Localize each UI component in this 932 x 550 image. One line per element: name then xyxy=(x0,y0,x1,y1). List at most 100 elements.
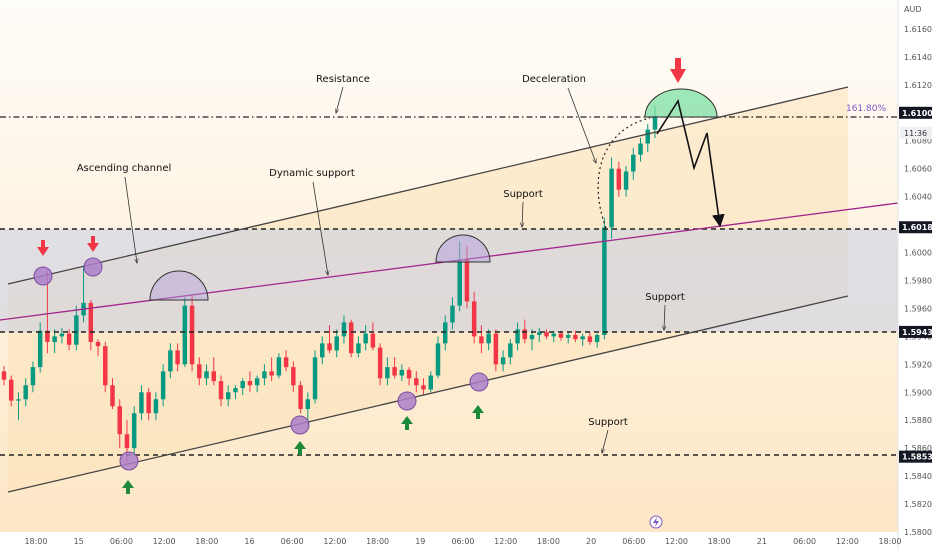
candle-body xyxy=(146,392,151,414)
candle-body xyxy=(602,227,607,335)
annotation-support-1: Support xyxy=(503,189,543,200)
candle-body xyxy=(500,357,506,365)
annotation-ascending-channel: Ascending channel xyxy=(77,163,172,174)
candle-body xyxy=(153,399,159,414)
touch-circle-5 xyxy=(397,391,417,411)
arc-2 xyxy=(435,234,491,263)
candle-body xyxy=(52,336,57,342)
y-tick-label: 1.59600 xyxy=(904,304,932,313)
candle-body xyxy=(565,334,571,338)
currency-label: AUD xyxy=(904,5,922,14)
y-tick-label: 1.58000 xyxy=(904,528,932,537)
annotation-support-3: Support xyxy=(588,417,628,428)
green-up-arrow-icon xyxy=(122,480,134,494)
time-badge: 11:36 xyxy=(904,129,927,138)
candle-body xyxy=(587,336,593,342)
candle-body xyxy=(609,168,614,228)
candle-body xyxy=(356,343,361,354)
candle-body xyxy=(522,329,528,340)
x-tick-label: 20 xyxy=(586,537,596,546)
y-tick-label: 1.60800 xyxy=(904,137,932,146)
y-tick-label: 1.58200 xyxy=(904,500,932,509)
candle-body xyxy=(16,399,21,401)
red-down-arrow-icon xyxy=(87,236,99,252)
price-level-badge xyxy=(899,450,932,463)
candles-group xyxy=(1,105,658,463)
candle-body xyxy=(8,379,14,401)
candle-body xyxy=(312,357,318,400)
arc-1 xyxy=(149,270,209,301)
touch-circle-4 xyxy=(290,415,310,435)
y-tick-label: 1.61400 xyxy=(904,53,932,62)
candle-body xyxy=(471,301,477,337)
x-tick-label: 18:00 xyxy=(708,537,731,546)
lightning-icon[interactable] xyxy=(649,515,663,529)
touch-circle-6 xyxy=(469,372,489,392)
touch-circle-1 xyxy=(33,266,53,286)
bottom-axis-background xyxy=(0,532,898,550)
candle-body xyxy=(558,333,564,338)
candle-body xyxy=(594,334,600,342)
x-tick-label: 19 xyxy=(415,537,425,546)
candle-body xyxy=(110,385,115,407)
candle-body xyxy=(240,381,245,389)
x-tick-label: 06:00 xyxy=(281,537,304,546)
candle-body xyxy=(544,332,549,337)
y-tick-label: 1.58800 xyxy=(904,416,932,425)
candle-body xyxy=(37,330,43,368)
candle-body xyxy=(139,392,144,414)
candle-body xyxy=(442,322,448,344)
candle-body xyxy=(95,341,101,347)
annotation-deceleration-pointer xyxy=(567,87,596,163)
candle-body xyxy=(537,332,542,335)
candle-body xyxy=(23,385,28,400)
candle-body xyxy=(406,369,412,379)
candle-body xyxy=(341,322,347,337)
y-tick-label: 1.60000 xyxy=(904,249,932,258)
candle-body xyxy=(66,333,72,345)
annotation-dynamic-support-pointer xyxy=(312,181,328,275)
projection-zigzag xyxy=(656,98,725,228)
candle-body xyxy=(377,347,383,379)
candle-body xyxy=(262,371,267,379)
annotation-resistance: Resistance xyxy=(316,74,370,85)
x-tick-label: 06:00 xyxy=(622,537,645,546)
candle-body xyxy=(457,259,462,306)
y-tick-label: 1.61200 xyxy=(904,81,932,90)
candle-body xyxy=(88,302,94,342)
candle-body xyxy=(645,129,651,144)
candle-body xyxy=(218,381,224,400)
y-tick-label: 1.60400 xyxy=(904,193,932,202)
y-tick-label: 1.60600 xyxy=(904,165,932,174)
candle-body xyxy=(254,378,260,386)
candle-body xyxy=(573,334,578,340)
candle-body xyxy=(74,315,79,345)
x-tick-label: 18:00 xyxy=(24,537,47,546)
candle-body xyxy=(370,333,376,348)
x-tick-label: 18:00 xyxy=(537,537,560,546)
y-tick-label: 1.61600 xyxy=(904,25,932,34)
x-tick-label: 06:00 xyxy=(451,537,474,546)
candle-body xyxy=(189,305,195,365)
candle-body xyxy=(385,367,390,379)
candle-body xyxy=(124,434,130,449)
annotation-dynamic-support: Dynamic support xyxy=(269,168,355,179)
candle-body xyxy=(493,333,499,365)
candle-body xyxy=(175,350,180,365)
red-down-arrow-icon xyxy=(37,240,49,256)
annotation-support-2-pointer xyxy=(664,304,665,330)
candle-body xyxy=(399,369,405,376)
x-tick-label: 18:00 xyxy=(195,537,218,546)
candle-body xyxy=(363,333,368,344)
candle-body xyxy=(225,392,231,400)
candle-body xyxy=(291,367,296,386)
candle-body xyxy=(269,371,274,376)
candle-body xyxy=(131,413,137,449)
annotation-support-2: Support xyxy=(645,292,685,303)
x-tick-label: 12:00 xyxy=(665,537,688,546)
touch-circle-2 xyxy=(83,257,103,277)
candle-body xyxy=(348,322,354,354)
candle-body xyxy=(428,375,434,390)
candle-body xyxy=(30,367,36,386)
